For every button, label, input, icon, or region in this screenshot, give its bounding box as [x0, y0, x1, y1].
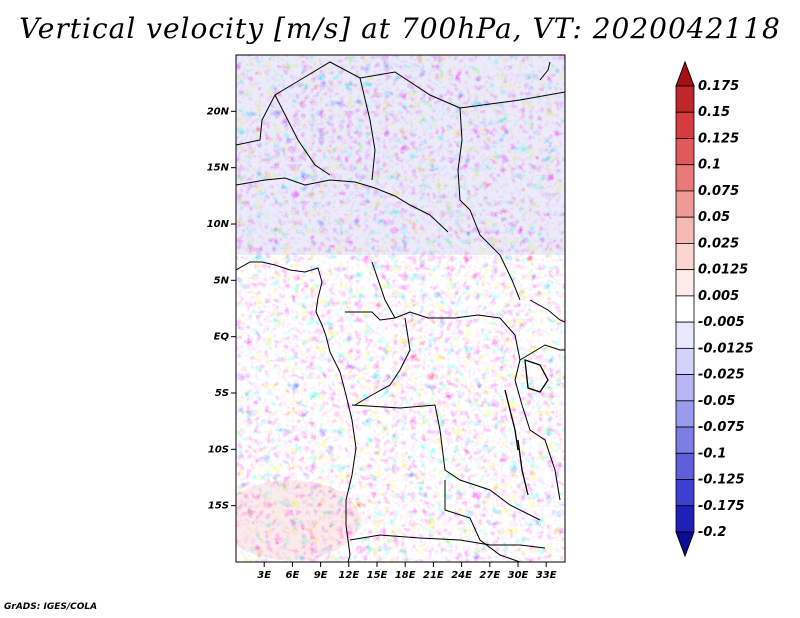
colorbar-segment — [675, 374, 695, 402]
lon-tick-label: 24E — [451, 570, 472, 581]
colorbar-segment — [675, 111, 695, 139]
latitude-axis: 20N 15N 10N 5N EQ 5S 10S 15S — [207, 106, 236, 512]
colorbar-segment — [675, 452, 695, 480]
lat-tick-label: 10N — [207, 219, 230, 230]
lat-tick-label: 15S — [208, 501, 229, 512]
lon-tick-label: 18E — [395, 570, 416, 581]
lon-tick-label: 33E — [536, 570, 557, 581]
lat-tick-label: 5N — [214, 275, 230, 286]
colorbar-segment — [675, 138, 695, 166]
colorbar-label: 0.1 — [698, 158, 721, 173]
colorbar-label: 0.005 — [698, 289, 739, 304]
colorbar-label: -0.025 — [698, 368, 745, 383]
colorbar-bottom-triangle — [675, 531, 695, 558]
colorbar-label: -0.175 — [698, 499, 745, 514]
colorbar-label: 0.0125 — [698, 263, 748, 278]
colorbar-segment — [675, 400, 695, 428]
colorbar-top-triangle — [675, 60, 695, 87]
colorbar-label: -0.075 — [698, 420, 745, 435]
colorbar-segment — [675, 269, 695, 297]
colorbar-label: 0.125 — [698, 131, 739, 146]
velocity-field — [236, 55, 565, 562]
lon-tick-label: 9E — [314, 570, 328, 581]
colorbar-segment — [675, 347, 695, 375]
colorbar-labels: 0.175 0.15 0.125 0.1 0.075 0.05 0.025 0.0125 0.0… — [698, 79, 754, 540]
colorbar-label: -0.1 — [698, 446, 726, 461]
colorbar-label: -0.125 — [698, 473, 745, 488]
lon-tick-label: 21E — [423, 570, 444, 581]
colorbar-label: 0.075 — [698, 184, 739, 199]
lon-tick-label: 15E — [367, 570, 388, 581]
lat-tick-label: 15N — [207, 163, 230, 174]
colorbar-label: 0.175 — [698, 79, 739, 94]
colorbar-label: -0.05 — [698, 394, 735, 409]
colorbar-label: 0.025 — [698, 236, 739, 251]
colorbar-segment — [675, 190, 695, 218]
colorbar-segment — [675, 164, 695, 192]
colorbar-label: 0.15 — [698, 105, 730, 120]
colorbar-segment — [675, 479, 695, 507]
colorbar-segment — [675, 426, 695, 454]
lat-tick-label: 10S — [208, 444, 229, 455]
colorbar-label: -0.005 — [698, 315, 745, 330]
grads-credit: GrADS: IGES/COLA — [4, 602, 98, 612]
country-borders — [236, 61, 565, 562]
map-frame — [235, 54, 566, 563]
colorbar-segment — [675, 243, 695, 271]
lon-tick-label: 27E — [479, 570, 500, 581]
lakes — [504, 359, 549, 496]
colorbar-segment — [675, 321, 695, 349]
lon-tick-label: 30E — [508, 570, 529, 581]
lat-tick-label: 5S — [215, 388, 229, 399]
lat-tick-label: 20N — [207, 106, 230, 117]
longitude-axis: 3E 6E 9E 12E 15E 18E 21E 24E 27E 30E 33E — [257, 562, 557, 581]
lon-tick-label: 3E — [257, 570, 271, 581]
colorbar-segments — [675, 60, 695, 558]
colorbar-segment — [675, 505, 695, 533]
chart-title: Vertical velocity [m/s] at 700hPa, VT: 2… — [19, 12, 781, 45]
lon-tick-label: 6E — [286, 570, 300, 581]
colorbar-segment — [675, 216, 695, 244]
colorbar-segment — [675, 295, 695, 323]
lon-tick-label: 12E — [338, 570, 359, 581]
colorbar-segment — [675, 85, 695, 113]
colorbar-label: -0.2 — [698, 525, 726, 540]
colorbar-label: 0.05 — [698, 210, 730, 225]
lat-tick-label: EQ — [214, 332, 230, 343]
colorbar-label: -0.0125 — [698, 341, 754, 356]
